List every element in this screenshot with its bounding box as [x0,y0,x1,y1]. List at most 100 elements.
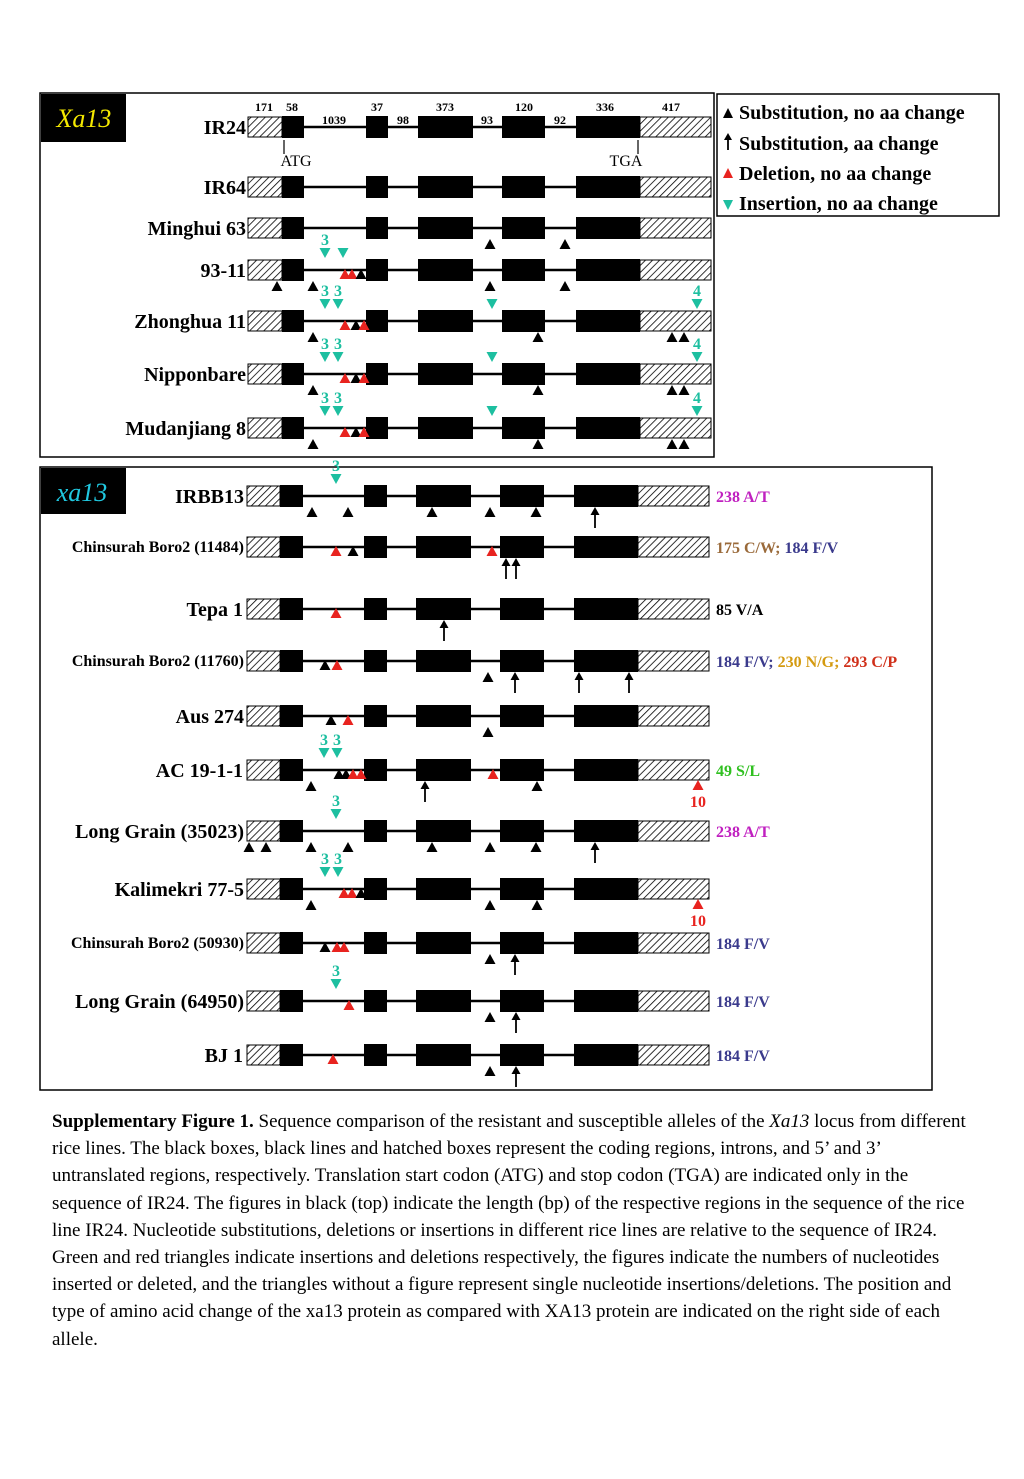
insertion-marker [486,299,498,309]
figure-caption: Supplementary Figure 1. Sequence compari… [52,1108,972,1353]
exon-box-5 [576,116,640,138]
aa-change-item: 85 V/A [716,602,764,619]
aa-change-arrow [511,1012,521,1033]
utr3-box [637,1044,710,1066]
deletion-marker [339,373,351,383]
len-intron1: 1039 [322,113,346,127]
insertion-marker [331,748,343,758]
insertion-marker [330,809,342,819]
exon-box-2 [364,990,387,1012]
legend-arrow-icon [724,133,732,150]
len-exon2: 37 [371,100,383,114]
line-name: Minghui 63 [148,218,246,240]
exon-box-1 [282,176,304,198]
exon-box-4 [500,1044,544,1066]
indel-count-label: 3 [321,851,329,868]
deletion-marker [358,373,370,383]
substitution-marker [482,672,494,682]
exon-box-1 [280,990,303,1012]
substitution-marker [678,385,690,395]
exon-box-3 [416,878,471,900]
legend-label-0: Substitution, no aa change [739,102,965,124]
exon-box-3 [418,417,473,439]
insertion-marker [332,867,344,877]
aa-change-arrow [439,620,449,641]
allele-row-resistant: 93-11 3 [200,232,712,291]
substitution-marker [678,439,690,449]
deletion-marker [330,608,342,618]
exon-box-3 [416,705,471,727]
caption-label: Supplementary Figure 1. [52,1111,254,1132]
substitution-marker [559,239,571,249]
exon-box-1 [280,485,303,507]
aa-change-label: 184 F/V [716,994,770,1011]
insertion-marker [332,352,344,362]
exon-box-3 [416,650,471,672]
insertion-marker [319,352,331,362]
deletion-marker [327,1054,339,1064]
substitution-marker [305,781,317,791]
substitution-marker [319,660,331,670]
substitution-marker [531,900,543,910]
insertion-marker [319,406,331,416]
allele-row-resistant: Nipponbare 3 3 4 [144,336,712,395]
aa-change-arrow [624,672,634,693]
insertion-marker [486,352,498,362]
exon-box-3 [416,820,471,842]
allele-row-susceptible: Kalimekri 77-5 3 3 10 [115,851,710,930]
substitution-marker [484,1066,496,1076]
substitution-marker [484,507,496,517]
line-name: Kalimekri 77-5 [115,879,244,901]
utr3-box [639,259,712,281]
substitution-marker [532,439,544,449]
deletion-marker [331,942,343,952]
exon-box-5 [574,1044,638,1066]
indel-count-label: 3 [320,732,328,749]
len-intron3: 93 [481,113,493,127]
substitution-marker [484,281,496,291]
line-name: BJ 1 [205,1045,243,1067]
deletion-marker [330,546,342,556]
utr3-box [637,820,710,842]
indel-count-label: 3 [334,390,342,407]
indel-count-label: 3 [334,851,342,868]
exon-box-3 [418,259,473,281]
exon-box-3 [416,536,471,558]
exon-box-2 [364,759,387,781]
indel-count-label: 10 [690,794,706,811]
line-name: Zhonghua 11 [134,311,246,333]
exon-box-5 [574,932,638,954]
substitution-marker [307,439,319,449]
exon-box-4 [500,990,544,1012]
legend-deletion-icon [723,168,733,178]
deletion-marker [486,546,498,556]
substitution-marker [333,769,345,779]
utr3-box [639,217,712,239]
allele-row-susceptible: Aus 274 [176,705,710,737]
indel-count-label: 3 [334,283,342,300]
exon-box-4 [502,363,545,385]
utr5-box [247,116,283,138]
region-length-labels: 171 58 1039 37 98 373 93 120 92 336 417 [255,100,680,127]
allele-row-susceptible: Long Grain (64950) 3 184 F/V [75,963,770,1033]
utr5-box [246,878,281,900]
start-codon-label: ATG [280,153,312,170]
aa-change-label: 184 F/V; 230 N/G; 293 C/P [716,654,897,671]
aa-change-item: 238 A/T [716,824,770,841]
substitution-marker [307,385,319,395]
exon-box-5 [574,990,638,1012]
exon-box-3 [418,217,473,239]
line-name: 93-11 [200,260,246,282]
exon-box-4 [500,878,544,900]
exon-box-5 [574,650,638,672]
aa-change-label: 184 F/V [716,936,770,953]
allele-row-resistant: Zhonghua 11 3 3 4 [134,283,712,342]
substitution-marker [307,332,319,342]
substitution-marker [342,507,354,517]
len-exon4: 120 [515,100,533,114]
insertion-marker [330,474,342,484]
utr5-box [246,759,281,781]
exon-box-5 [576,310,640,332]
aa-change-item: 230 N/G; [774,654,840,671]
legend: Substitution, no aa change Substitution,… [723,102,965,215]
